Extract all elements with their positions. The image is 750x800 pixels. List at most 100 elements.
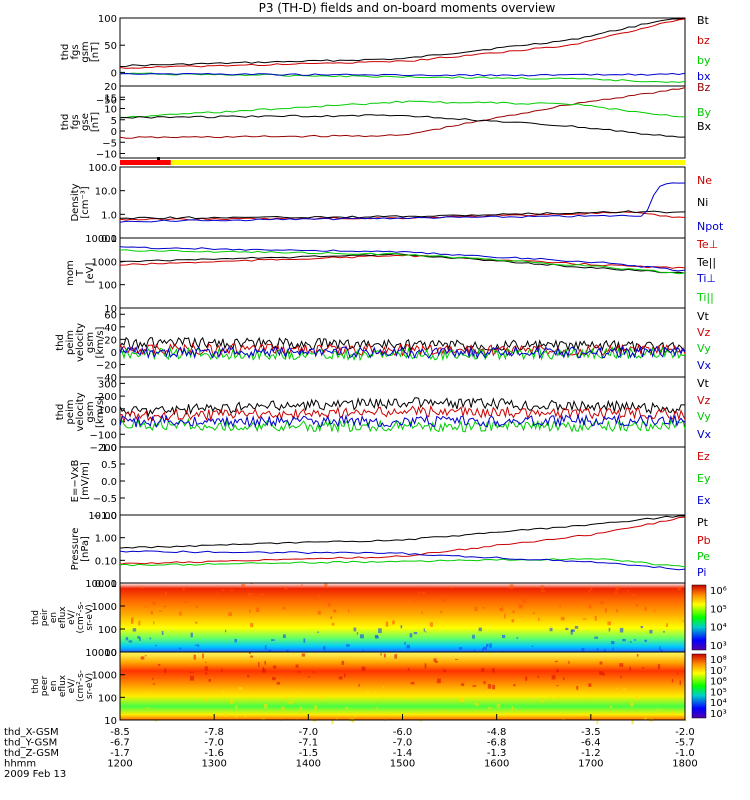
spectrogram-noise (125, 637, 129, 641)
spectrogram-noise (608, 627, 611, 632)
spectrogram-noise (140, 586, 144, 589)
spectrogram-noise (297, 671, 301, 673)
spectrogram-noise (677, 672, 679, 676)
y-tick-label: 10 (104, 716, 117, 727)
spectrogram-noise (556, 685, 559, 687)
spectrogram-noise (516, 637, 519, 639)
spectrogram-noise (362, 649, 364, 651)
spectrogram-noise (531, 645, 534, 647)
y-axis-label-line: thd (60, 44, 71, 61)
y-axis-label-line: eflux (58, 606, 68, 629)
spectrogram-noise (489, 643, 492, 648)
legend-Ti: Ti⊥ (696, 272, 716, 285)
spectrogram-noise (459, 647, 463, 650)
ephemeris-value: -1.3 (487, 748, 507, 759)
spectrogram-noise (404, 641, 406, 645)
spectrogram-noise (190, 632, 193, 638)
y-axis-label-line: T (75, 269, 86, 277)
spectrogram-noise (630, 702, 634, 707)
spectrogram-noise (407, 667, 410, 671)
spectrogram-noise (184, 601, 188, 603)
spectrogram-noise (599, 661, 603, 665)
spectrogram-noise (570, 630, 573, 635)
legend-Vt: Vt (697, 377, 710, 390)
spectrogram-noise (483, 646, 487, 651)
ephemeris-value: 1600 (484, 759, 509, 770)
panel-density: 100.0 10.0 1.0 0.1 Density [cm⁻³] Ne Ni Npot (70, 163, 724, 245)
spectrogram-noise (590, 587, 593, 590)
spectrogram-noise (312, 670, 314, 673)
series-Bx-line (119, 114, 685, 138)
y-axis-label: thd fgs gsm [nT] (60, 41, 101, 62)
ephemeris-value: -8.5 (110, 727, 130, 738)
spectrogram-noise (483, 681, 486, 685)
spectrogram-noise (217, 592, 219, 596)
spectrogram-noise (538, 617, 540, 622)
spectrogram-noise (250, 583, 253, 585)
y-tick-label: −0.5 (93, 494, 117, 505)
spectrogram-noise (607, 621, 611, 626)
mode-bar-segment-slow (170, 160, 686, 165)
y-tick-label: 100 (98, 405, 117, 416)
spectrogram-noise (378, 628, 382, 633)
spectrogram-noise (574, 626, 579, 629)
spectrogram-noise (131, 617, 134, 622)
y-tick-label: 10.00 (88, 511, 117, 522)
spectrogram-noise (568, 660, 570, 665)
series-Vx-line (119, 413, 686, 429)
ephemeris-value: -5.7 (675, 738, 695, 749)
y-axis-label-line: en (49, 612, 59, 623)
series-Vy-line (119, 417, 686, 434)
spectrogram-noise (594, 615, 597, 621)
spectrogram-noise (511, 706, 514, 711)
spectrogram-noise (262, 668, 266, 673)
spectrogram-noise (644, 606, 647, 611)
spectrogram-noise (679, 680, 681, 686)
panel-peim-velocity-2: 300 200 100 0−100 −200 thd peim velocity gsm [km/… (55, 376, 712, 454)
spectrogram-noise (622, 638, 626, 642)
spectrogram-noise (487, 684, 492, 689)
spectrogram-noise (383, 653, 386, 658)
mode-bar-marker (157, 157, 160, 160)
legend-Vx: Vx (697, 428, 712, 441)
spectrogram-noise (588, 683, 592, 687)
spectrogram-noise (541, 590, 545, 593)
spectrogram-noise (194, 644, 198, 646)
legend-Ne: Ne (697, 174, 712, 187)
spectrogram-noise (485, 691, 489, 697)
spectrogram-noise (132, 628, 137, 632)
series-Npot-line (119, 182, 686, 223)
y-axis-label-line: [km/s] (95, 396, 106, 428)
spectrogram-noise (271, 639, 275, 641)
spectrogram-noise (594, 636, 599, 639)
spectrogram-noise (330, 616, 333, 620)
legend-Pe: Pe (697, 550, 710, 563)
y-axis-label-line: sr-eV) (85, 604, 95, 630)
spectrogram-noise (563, 677, 565, 681)
spectrogram-noise (358, 683, 360, 687)
y-axis-label-line: thd (60, 114, 71, 131)
spectrogram-noise (208, 679, 211, 682)
spectrogram-noise (234, 639, 237, 643)
spectrogram-noise (549, 696, 553, 699)
spectrogram-noise (301, 653, 306, 657)
spectrogram-noise (424, 663, 427, 669)
spectrogram-noise (406, 644, 410, 649)
spectrogram-noise (622, 688, 626, 691)
spectrogram-noise (482, 648, 484, 653)
y-axis-label-line: sr-eV) (85, 673, 95, 699)
legend-Te: Te|| (696, 256, 716, 269)
spectrogram-noise (250, 655, 254, 658)
spectrogram-noise (404, 697, 409, 700)
spectrogram-noise (560, 616, 565, 621)
ephemeris-label: hhmm (4, 759, 36, 770)
spectrogram-noise (478, 627, 482, 632)
spectrogram-noise (659, 646, 661, 651)
y-tick-label: 40 (104, 323, 117, 334)
series-Pe-line (119, 558, 686, 568)
spectrogram-noise (475, 703, 479, 706)
spectrogram-noise (671, 711, 674, 715)
y-tick-label: 100.0 (88, 163, 117, 174)
ephemeris-label: thd_Z-GSM (4, 748, 59, 759)
series-Te-line (119, 254, 686, 269)
